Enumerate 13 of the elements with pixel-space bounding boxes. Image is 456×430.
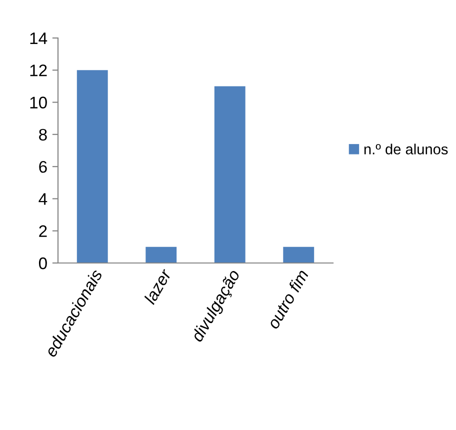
bar [146, 246, 177, 263]
y-tick-label: 12 [30, 64, 47, 76]
bar [283, 246, 314, 263]
legend-label: n.º de alunos [364, 144, 448, 154]
y-tick-label: 10 [30, 96, 47, 108]
y-tick-label: 4 [38, 193, 48, 205]
y-tick-label: 14 [30, 32, 48, 44]
y-tick-label: 0 [38, 257, 47, 270]
y-tick-label: 8 [39, 128, 47, 141]
y-tick-label: 6 [39, 160, 47, 173]
y-tick-label: 2 [39, 225, 47, 237]
bar [214, 86, 246, 263]
bar [76, 70, 108, 263]
